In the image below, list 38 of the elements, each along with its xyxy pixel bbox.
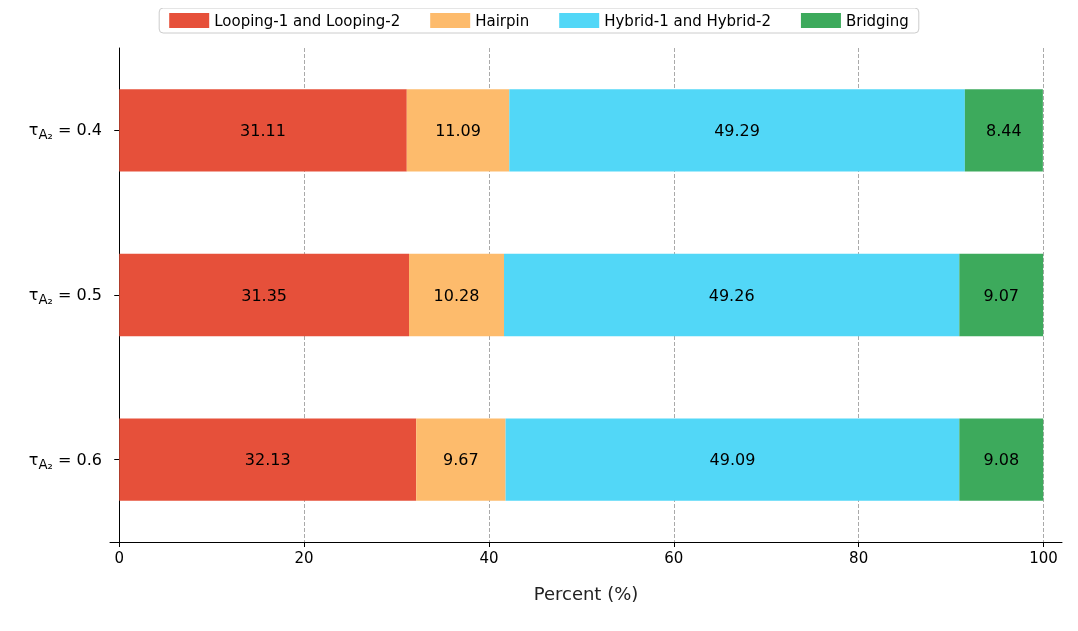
- data-label: 31.35: [241, 285, 288, 305]
- data-label: 49.29: [714, 120, 760, 140]
- data-label: 9.67: [443, 450, 479, 470]
- data-label: 11.09: [435, 120, 481, 140]
- bar: [964, 89, 1043, 172]
- bar: [509, 89, 965, 172]
- legend-label: Looping-1 and Looping-2: [214, 11, 401, 30]
- y-tick-label: τ$_{A₂}$ = 0.5: [28, 284, 102, 310]
- y-tick-label: τ$_{A₂}$ = 0.6: [28, 448, 102, 474]
- bar: [504, 253, 960, 337]
- bar: [409, 253, 505, 337]
- legend-label: Hairpin: [475, 11, 530, 30]
- x-tick-label: 40: [479, 548, 499, 567]
- legend-label: Bridging: [845, 11, 909, 30]
- bar: [406, 89, 510, 172]
- data-label: 8.44: [986, 120, 1022, 140]
- x-tick-label: 0: [114, 548, 125, 567]
- x-tick-label: 60: [664, 548, 684, 567]
- data-label: 9.08: [983, 450, 1020, 470]
- data-label: 10.28: [433, 285, 480, 305]
- bar: [119, 253, 409, 337]
- bar: [416, 418, 506, 501]
- bar: [119, 89, 407, 172]
- bar: [505, 418, 960, 501]
- bar: [119, 418, 417, 501]
- x-tick-label: 80: [849, 548, 869, 567]
- legend-label: Hybrid-1 and Hybrid-2: [604, 11, 771, 30]
- x-axis-title: Percent (%): [533, 582, 639, 604]
- data-label: 9.07: [983, 285, 1020, 305]
- x-tick-label: 20: [294, 548, 314, 567]
- data-label: 49.09: [709, 450, 756, 470]
- data-label: 32.13: [244, 450, 291, 470]
- y-tick-label: τ$_{A₂}$ = 0.4: [28, 119, 102, 145]
- data-label: 49.26: [708, 285, 755, 305]
- data-label: 31.11: [240, 120, 286, 140]
- x-tick-label: 100: [1029, 548, 1058, 567]
- bar: [959, 418, 1044, 501]
- bar: [959, 253, 1044, 337]
